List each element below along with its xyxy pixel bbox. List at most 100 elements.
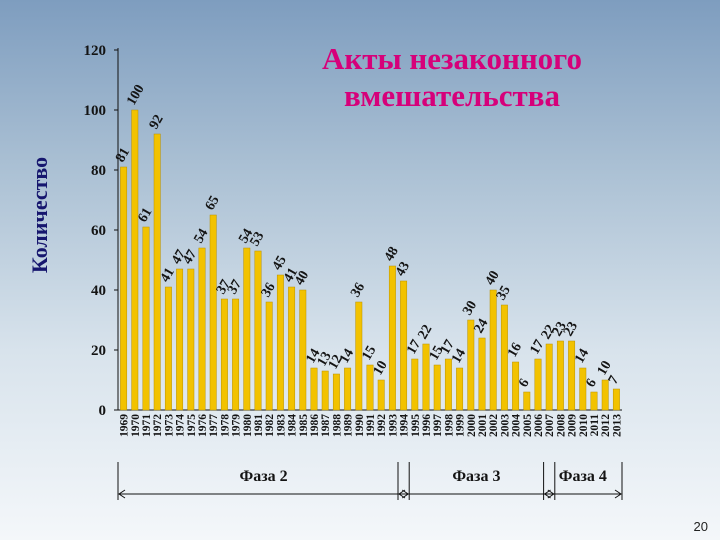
x-tick-label: 1977 — [208, 414, 220, 437]
phase-arrow-right — [614, 489, 622, 499]
bar — [444, 358, 452, 411]
x-tick-label: 2004 — [511, 414, 523, 437]
bar — [299, 289, 307, 411]
bar — [568, 340, 576, 411]
bar — [243, 247, 251, 411]
y-tick-label: 60 — [91, 223, 106, 239]
data-label: 45 — [270, 253, 290, 273]
bar — [187, 268, 195, 411]
data-label: 14 — [572, 346, 592, 366]
y-tick-labels: 0 20 40 60 80 100 120 — [84, 43, 107, 419]
data-label: 12 — [326, 352, 346, 372]
data-label: 92 — [147, 112, 167, 132]
x-tick-label: 1994 — [399, 414, 411, 437]
bar — [612, 388, 620, 411]
data-label: 53 — [247, 229, 267, 249]
phase-arrow-left — [543, 489, 551, 499]
bar — [142, 226, 150, 411]
data-label: 47 — [180, 247, 200, 267]
bar — [500, 304, 508, 411]
chart-title: Акты незаконного вмешательства — [322, 41, 582, 113]
x-tick-label: 1992 — [376, 414, 388, 437]
x-tick-label: 2000 — [466, 414, 478, 437]
bar — [601, 379, 609, 411]
data-label: 36 — [348, 280, 368, 300]
x-tick-label: 1982 — [264, 414, 276, 437]
data-label: 65 — [203, 193, 223, 213]
x-tick-label: 1971 — [141, 414, 153, 437]
bar — [478, 337, 486, 411]
data-label: 13 — [315, 349, 335, 369]
bar — [198, 247, 206, 411]
data-label: 22 — [415, 322, 435, 342]
x-tick-label: 1970 — [130, 414, 142, 437]
bar — [276, 274, 284, 411]
x-tick-label: 2003 — [499, 414, 511, 437]
bar — [120, 166, 128, 411]
x-tick-label: 2007 — [544, 414, 556, 437]
x-tick-label: 2001 — [477, 414, 489, 437]
x-tick-label: 1979 — [231, 414, 243, 437]
page-number: 20 — [693, 519, 708, 534]
bar — [209, 214, 217, 411]
x-tick-label: 1989 — [343, 414, 355, 437]
y-axis-label: Количество — [27, 156, 52, 274]
x-tick-label: 1981 — [253, 414, 265, 437]
data-label: 35 — [494, 283, 514, 303]
bar — [523, 391, 531, 411]
data-label: 37 — [214, 277, 234, 297]
x-tick-label: 1993 — [387, 414, 399, 437]
bar — [344, 367, 352, 411]
data-label: 15 — [427, 343, 447, 363]
data-label: 10 — [595, 358, 615, 378]
x-tick-label: 1991 — [365, 414, 377, 437]
value-labels: 8110061924147475465373754533645414014131… — [113, 82, 622, 390]
x-tick-label: 1984 — [287, 414, 299, 437]
bar — [467, 319, 475, 411]
data-label: 17 — [527, 337, 547, 357]
x-tick-labels: 1969 1970 1971 1972 1973 1974 1975 1976 1977 1978… — [119, 414, 624, 437]
x-tick-label: 1975 — [186, 414, 198, 437]
data-label: 17 — [438, 337, 458, 357]
x-tick-label: 1978 — [219, 414, 231, 437]
data-label: 48 — [382, 244, 402, 264]
x-tick-label: 1997 — [432, 414, 444, 437]
x-tick-label: 1985 — [298, 414, 310, 437]
data-label: 40 — [483, 268, 503, 288]
data-label: 54 — [236, 226, 256, 246]
phase-label: Фаза 4 — [559, 468, 607, 485]
bar — [422, 343, 430, 411]
phase-label: Фаза 3 — [452, 468, 500, 485]
x-tick-label: 2002 — [488, 414, 500, 437]
x-tick-label: 2012 — [600, 414, 612, 437]
y-tick-label: 120 — [84, 43, 107, 59]
bar — [288, 286, 296, 411]
bar — [220, 298, 228, 411]
x-tick-label: 1998 — [443, 414, 455, 437]
x-tick-label: 2009 — [567, 414, 579, 437]
bar — [321, 370, 329, 411]
data-label: 23 — [561, 319, 581, 339]
data-label: 10 — [371, 358, 391, 378]
x-tick-label: 1987 — [320, 414, 332, 437]
bar — [512, 361, 520, 411]
x-tick-label: 1969 — [119, 414, 131, 437]
bar — [489, 289, 497, 411]
y-tick-label: 80 — [91, 163, 106, 179]
data-label: 54 — [191, 226, 211, 246]
x-tick-label: 2013 — [611, 414, 623, 437]
bar — [355, 301, 363, 411]
y-tick-label: 40 — [91, 283, 106, 299]
bar — [590, 391, 598, 411]
y-tick-label: 100 — [84, 103, 107, 119]
phase-label: Фаза 2 — [240, 468, 288, 485]
bar — [176, 268, 184, 411]
bar — [265, 301, 273, 411]
bar — [545, 343, 553, 411]
bar — [388, 265, 396, 411]
x-tick-label: 1995 — [410, 414, 422, 437]
x-tick-label: 1988 — [331, 414, 343, 437]
bar — [254, 250, 262, 411]
data-label: 41 — [158, 265, 178, 285]
x-tick-label: 1990 — [354, 414, 366, 437]
